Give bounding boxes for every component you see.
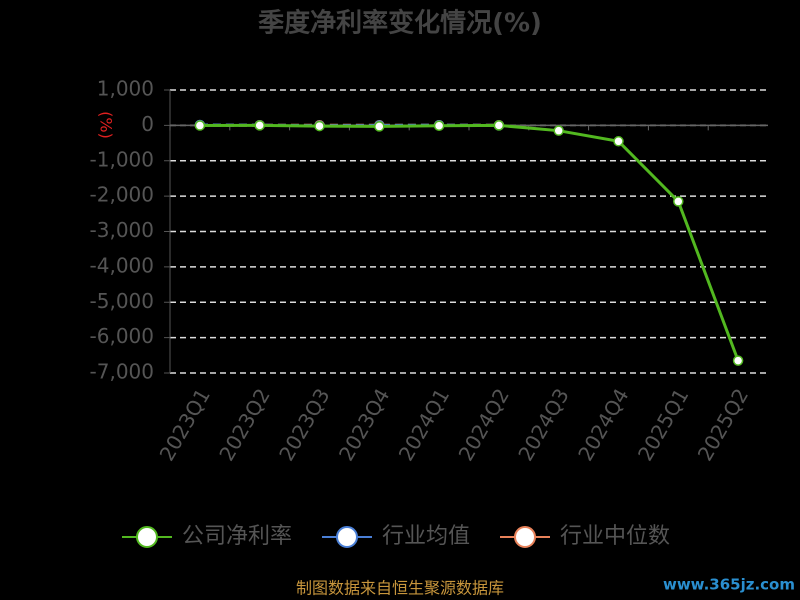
x-tick-label: 2023Q3 <box>274 384 334 465</box>
y-axis-label: (%) <box>97 111 116 139</box>
series-line <box>199 123 740 362</box>
y-tick-label: -7,000 <box>90 360 154 384</box>
y-tick-label: 1,000 <box>97 77 154 101</box>
watermark: www.365jz.com <box>663 576 795 594</box>
data-point <box>254 120 265 131</box>
legend-marker <box>336 526 358 548</box>
y-tick-label: -5,000 <box>90 289 154 313</box>
data-point <box>374 121 385 132</box>
y-tick-label: -2,000 <box>90 183 154 207</box>
y-tick-label: -4,000 <box>90 253 154 277</box>
data-point <box>433 120 445 131</box>
data-point <box>314 120 325 132</box>
data-point <box>673 196 684 207</box>
x-tick-label: 2024Q3 <box>513 384 573 465</box>
legend-label: 行业均值 <box>382 524 470 549</box>
data-point <box>493 120 505 131</box>
y-tick-label: 0 <box>141 112 154 136</box>
legend-marker <box>136 526 158 548</box>
x-tick-label: 2023Q4 <box>334 384 394 465</box>
data-point <box>553 125 564 136</box>
data-point <box>732 355 744 366</box>
data-point <box>613 136 624 147</box>
legend-marker <box>514 526 536 548</box>
source-note: 制图数据来自恒生聚源数据库 <box>296 579 504 598</box>
y-tick-label: -1,000 <box>90 147 154 171</box>
chart-title: 季度净利率变化情况(%) <box>258 8 542 39</box>
x-tick-label: 2025Q2 <box>693 384 753 465</box>
x-tick-label: 2024Q2 <box>454 384 514 465</box>
data-point <box>194 120 206 131</box>
y-tick-label: -6,000 <box>90 324 154 348</box>
y-tick-label: -3,000 <box>90 218 154 242</box>
x-tick-label: 2025Q1 <box>633 384 693 465</box>
legend-label: 公司净利率 <box>182 524 292 549</box>
x-tick-label: 2024Q4 <box>573 384 633 465</box>
x-tick-label: 2023Q2 <box>214 384 274 465</box>
legend-label: 行业中位数 <box>560 524 670 549</box>
x-tick-label: 2024Q1 <box>394 384 454 465</box>
x-tick-label: 2023Q1 <box>155 384 215 465</box>
